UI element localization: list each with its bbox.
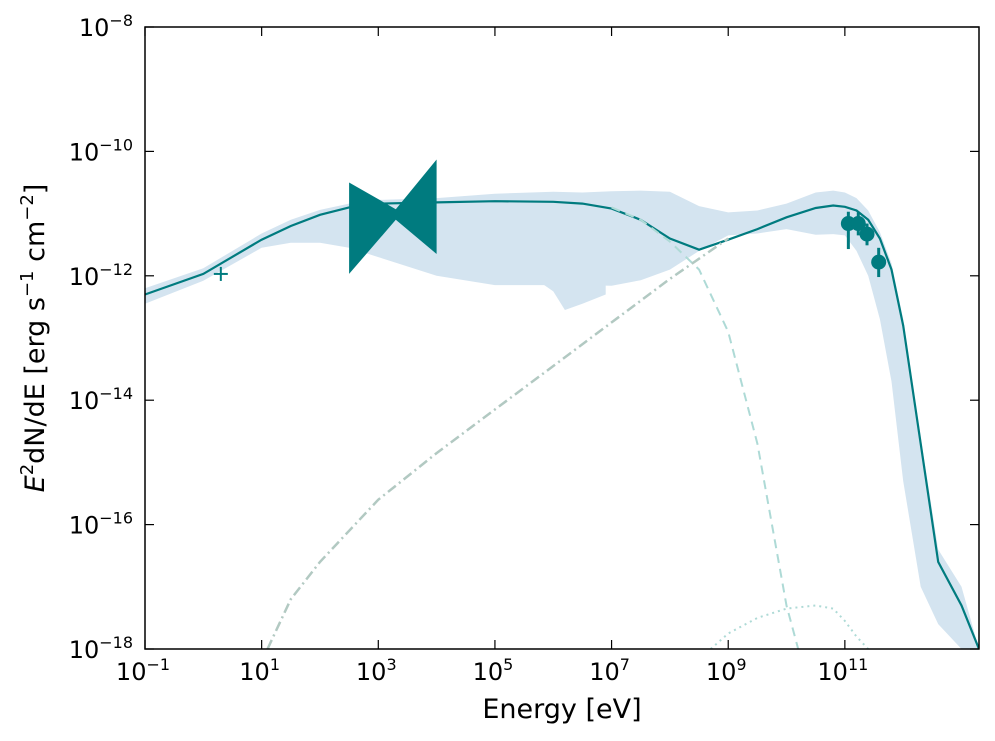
- x-tick-label: 10−1: [116, 655, 170, 686]
- x-tick-label: 101: [239, 655, 280, 686]
- y-tick-label: 10−16: [69, 509, 133, 540]
- x-tick-label: 105: [473, 655, 514, 686]
- y-tick-label: 10−14: [69, 384, 133, 415]
- x-tick-label: 103: [356, 655, 397, 686]
- y-label-s-exponent: −1: [17, 270, 38, 297]
- x-tick-label: 1011: [817, 655, 868, 686]
- axis-ticks: [144, 26, 979, 650]
- y-tick-label: 10−18: [69, 633, 133, 664]
- data-point: [850, 216, 866, 232]
- x-tick-label: 109: [706, 655, 747, 686]
- y-tick-label: 10−12: [69, 260, 133, 291]
- total-model-line: [145, 200, 979, 649]
- data-point: [859, 226, 875, 242]
- uncertainty-band: [145, 190, 979, 649]
- y-label-e-exponent: 2: [17, 464, 38, 475]
- y-tick-label: 10−8: [79, 11, 133, 42]
- synchrotron-component-line: [611, 206, 800, 649]
- y-label-cm: cm: [20, 221, 51, 271]
- x-tick-label: 107: [589, 655, 630, 686]
- y-label-units-open: [erg s: [20, 297, 51, 383]
- uncertainty-band-dip: [541, 275, 606, 310]
- x-tick-labels: 10−1 101 103 105 107 109 1011: [116, 655, 868, 686]
- inverse-compton-component-line: [266, 237, 729, 649]
- y-tick-label: 10−10: [69, 135, 133, 166]
- y-label-dnde: dN/dE: [20, 383, 51, 464]
- y-tick-labels: 10−18 10−16 10−14 10−12 10−10 10−8: [69, 11, 133, 664]
- optical-cross-point: [213, 266, 228, 281]
- x-axis-label: Energy [eV]: [482, 694, 641, 725]
- plot-frame: [144, 26, 980, 650]
- y-axis-label: E2dN/dE [erg s−1 cm−2]: [17, 184, 51, 493]
- plot-area: [145, 159, 979, 649]
- bowtie-xray-spectrum: [349, 159, 437, 274]
- y-label-e: E: [20, 475, 51, 492]
- data-point: [871, 254, 887, 270]
- y-label-units-close: ]: [20, 184, 51, 195]
- y-label-cm-exponent: −2: [17, 194, 38, 221]
- gamma-ray-data-points: [840, 211, 887, 278]
